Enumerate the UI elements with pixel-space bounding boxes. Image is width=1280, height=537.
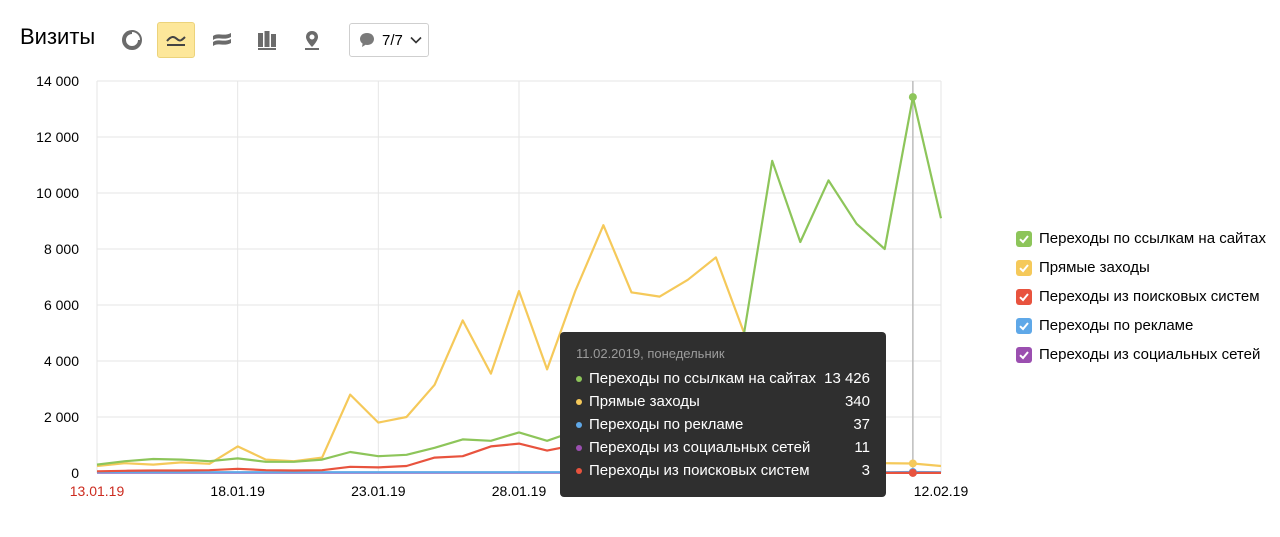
area-chart-button[interactable] bbox=[203, 22, 241, 58]
comment-icon bbox=[360, 33, 374, 47]
series-line bbox=[96, 95, 943, 466]
visits-chart: 0 2 000 4 000 6 000 8 000 10 000 12 000 14 000 1… bbox=[36, 73, 969, 499]
y-tick-label: 14 000 bbox=[36, 73, 79, 89]
tooltip-series-name: Переходы по ссылкам на сайтах bbox=[589, 370, 816, 387]
chart-tooltip: 11.02.2019, понедельник Переходы по ссыл… bbox=[560, 332, 886, 497]
page-title: Визиты bbox=[20, 24, 96, 49]
annotations-dropdown[interactable]: 7/7 bbox=[349, 23, 429, 57]
tooltip-series-value: 3 bbox=[861, 462, 870, 479]
y-tick-label: 2 000 bbox=[44, 409, 79, 425]
line-chart-icon bbox=[166, 35, 186, 46]
tooltip-row: Переходы из поисковых систем 3 bbox=[576, 459, 870, 482]
legend-item[interactable]: Переходы из поисковых систем bbox=[1016, 282, 1266, 311]
chart-legend: Переходы по ссылкам на сайтах Прямые захо… bbox=[1016, 224, 1266, 369]
tooltip-series-value: 340 bbox=[844, 393, 870, 410]
y-tick-label: 12 000 bbox=[36, 129, 79, 145]
tooltip-date: 11.02.2019, понедельник bbox=[576, 346, 725, 361]
tooltip-series-value: 13 426 bbox=[824, 370, 870, 387]
bar-chart-icon bbox=[258, 31, 276, 50]
tooltip-series-name: Прямые заходы bbox=[589, 393, 700, 410]
x-tick-label: 12.02.19 bbox=[914, 483, 969, 499]
y-tick-label: 10 000 bbox=[36, 185, 79, 201]
legend-label: Переходы из социальных сетей bbox=[1039, 346, 1261, 363]
tooltip-row: Переходы по рекламе 37 bbox=[576, 413, 870, 436]
tooltip-series-value: 11 bbox=[854, 439, 870, 456]
checkbox-checked-icon[interactable] bbox=[1016, 230, 1032, 247]
legend-item[interactable]: Переходы по ссылкам на сайтах bbox=[1016, 224, 1266, 253]
x-tick-label: 13.01.19 bbox=[70, 483, 125, 499]
legend-label: Переходы по рекламе bbox=[1039, 317, 1194, 334]
tooltip-series-value: 37 bbox=[853, 416, 870, 433]
tooltip-series-name: Переходы из социальных сетей bbox=[589, 439, 811, 456]
checkbox-checked-icon[interactable] bbox=[1016, 259, 1032, 276]
tooltip-row: Прямые заходы 340 bbox=[576, 390, 870, 413]
highlight-point bbox=[908, 459, 917, 468]
area-chart-icon bbox=[213, 33, 231, 46]
tooltip-row: Переходы из социальных сетей 11 bbox=[576, 436, 870, 459]
y-tick-label: 6 000 bbox=[44, 297, 79, 313]
line-chart-button[interactable] bbox=[157, 22, 195, 58]
highlight-point bbox=[908, 93, 917, 102]
checkbox-checked-icon[interactable] bbox=[1016, 317, 1032, 334]
y-tick-label: 8 000 bbox=[44, 241, 79, 257]
x-tick-label: 23.01.19 bbox=[351, 483, 406, 499]
tooltip-series-name: Переходы по рекламе bbox=[589, 416, 744, 433]
x-tick-label: 18.01.19 bbox=[210, 483, 265, 499]
map-pin-icon bbox=[305, 31, 319, 50]
highlight-point bbox=[908, 468, 917, 477]
legend-label: Прямые заходы bbox=[1039, 259, 1150, 276]
bar-chart-button[interactable] bbox=[248, 22, 286, 58]
series-dot-icon bbox=[576, 398, 582, 405]
x-tick-label: 28.01.19 bbox=[492, 483, 547, 499]
series-dot-icon bbox=[576, 375, 582, 382]
legend-label: Переходы по ссылкам на сайтах bbox=[1039, 230, 1266, 247]
legend-item[interactable]: Переходы по рекламе bbox=[1016, 311, 1266, 340]
series-dot-icon bbox=[576, 421, 582, 428]
legend-item[interactable]: Прямые заходы bbox=[1016, 253, 1266, 282]
tooltip-row: Переходы по ссылкам на сайтах 13 426 bbox=[576, 367, 870, 390]
legend-item[interactable]: Переходы из социальных сетей bbox=[1016, 340, 1266, 369]
y-tick-label: 4 000 bbox=[44, 353, 79, 369]
checkbox-checked-icon[interactable] bbox=[1016, 288, 1032, 305]
pie-chart-icon bbox=[122, 30, 142, 50]
counter-value: 7/7 bbox=[382, 31, 403, 49]
chevron-down-icon bbox=[410, 36, 422, 44]
y-tick-label: 0 bbox=[71, 465, 79, 481]
map-button[interactable] bbox=[293, 22, 331, 58]
series-dot-icon bbox=[576, 467, 582, 474]
checkbox-checked-icon[interactable] bbox=[1016, 346, 1032, 363]
pie-chart-button[interactable] bbox=[113, 22, 151, 58]
series-dot-icon bbox=[576, 444, 582, 451]
legend-label: Переходы из поисковых систем bbox=[1039, 288, 1260, 305]
tooltip-series-name: Переходы из поисковых систем bbox=[589, 462, 810, 479]
